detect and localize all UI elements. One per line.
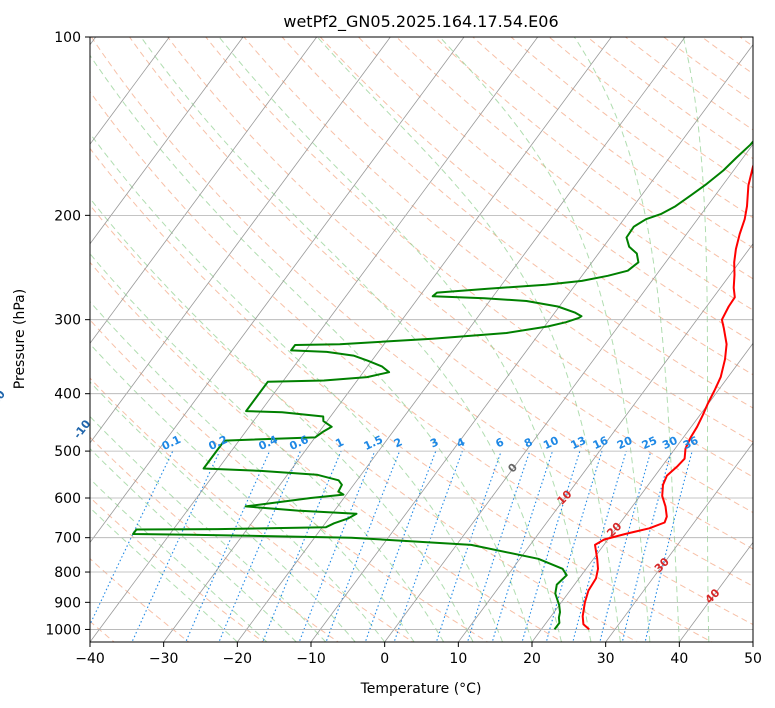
mixing-ratio-label: 25 bbox=[640, 434, 659, 452]
chart-title: wetPf2_GN05.2025.164.17.54.E06 bbox=[283, 12, 558, 32]
y-axis-label: Pressure (hPa) bbox=[12, 289, 28, 389]
mixing-ratio-line bbox=[545, 450, 603, 642]
x-tick-label: 0 bbox=[380, 651, 389, 667]
y-tick-label: 500 bbox=[54, 444, 81, 460]
mixing-ratio-label: 13 bbox=[569, 434, 588, 452]
temperature-line bbox=[581, 163, 753, 631]
isotherm-line bbox=[90, 37, 318, 345]
mixing-ratio-label: 16 bbox=[591, 434, 611, 452]
background-lines bbox=[90, 37, 753, 642]
moist-adiabat bbox=[90, 478, 268, 642]
x-tick-label: −30 bbox=[149, 651, 179, 667]
moist-adiabat bbox=[90, 343, 386, 642]
x-tick-label: −20 bbox=[223, 651, 253, 667]
moist-adiabat bbox=[140, 37, 562, 642]
moist-adiabat bbox=[573, 37, 680, 642]
moist-adiabat bbox=[90, 415, 327, 642]
mixing-ratio-line bbox=[521, 450, 581, 642]
mixing-ratio-line bbox=[644, 450, 693, 642]
y-tick-label: 600 bbox=[54, 491, 81, 507]
y-tick-label: 1000 bbox=[45, 622, 81, 638]
isotherm-line bbox=[384, 143, 753, 642]
y-tick-label: 200 bbox=[54, 208, 81, 224]
dry-adiabat bbox=[281, 37, 753, 409]
dry-adiabat bbox=[90, 37, 753, 587]
y-tick-label: 300 bbox=[54, 313, 81, 329]
y-tick-label: 700 bbox=[54, 531, 81, 547]
isotherm-line bbox=[163, 37, 612, 642]
line-labels: -100-90-80-70-60-50-40-30-20-100.10.20.4… bbox=[0, 388, 723, 607]
isotherm-line bbox=[457, 243, 753, 642]
mixing-ratio-line bbox=[325, 450, 401, 642]
mixing-ratio-line bbox=[621, 450, 672, 642]
dry-adiabat bbox=[90, 319, 489, 642]
mixing-ratio-line bbox=[599, 450, 652, 642]
mixing-ratio-line bbox=[572, 450, 627, 642]
x-tick-label: 10 bbox=[449, 651, 467, 667]
mixing-ratio-line bbox=[298, 450, 376, 642]
moist-adiabat bbox=[316, 37, 621, 642]
isotherm-line bbox=[90, 37, 244, 245]
dry-adiabat bbox=[167, 37, 753, 514]
moist-adiabat bbox=[90, 507, 238, 642]
dewpoint-line bbox=[132, 140, 753, 631]
isotherm-line bbox=[90, 37, 539, 642]
series-lines bbox=[132, 140, 753, 631]
dry-adiabat bbox=[319, 37, 753, 376]
moist-adiabat bbox=[90, 132, 503, 642]
isotherm-line bbox=[236, 37, 686, 642]
isotherm-line bbox=[310, 44, 753, 642]
plot-frame bbox=[89, 36, 754, 643]
x-tick-label: −40 bbox=[75, 651, 105, 667]
isotherm-line bbox=[90, 37, 465, 544]
moist-adiabat bbox=[90, 300, 415, 642]
mixing-ratio-line bbox=[435, 450, 502, 642]
mixing-ratio-label: 20 bbox=[615, 434, 635, 452]
isotherm-line bbox=[90, 37, 391, 444]
y-tick-label: 100 bbox=[54, 30, 81, 46]
mixing-ratio-label: 36 bbox=[681, 434, 701, 452]
y-tick-label: 800 bbox=[54, 565, 81, 581]
isotherm-line bbox=[531, 342, 753, 642]
x-tick-label: 50 bbox=[744, 651, 762, 667]
y-tick-label: 400 bbox=[54, 387, 81, 403]
moist-adiabat bbox=[682, 37, 710, 642]
x-tick-label: 20 bbox=[523, 651, 541, 667]
dry-adiabat-label: -20 bbox=[0, 388, 8, 412]
moist-adiabat bbox=[218, 37, 592, 642]
mixing-ratio-line bbox=[364, 450, 437, 642]
x-axis-label: Temperature (°C) bbox=[360, 681, 482, 697]
isotherm-line bbox=[605, 442, 753, 642]
mixing-ratio-line bbox=[491, 450, 554, 642]
mixing-ratio-label: 10 bbox=[541, 434, 561, 452]
axis-ticks: −40 −30 −20 −10 0 10 20 30 40 50 100 200 300 400 500 60… bbox=[45, 30, 762, 667]
moist-adiabat bbox=[439, 37, 651, 642]
y-tick-label: 900 bbox=[54, 595, 81, 611]
mixing-ratio-line bbox=[90, 450, 174, 626]
moist-adiabat bbox=[90, 447, 297, 642]
mixing-ratio-label: 30 bbox=[660, 434, 680, 452]
x-tick-label: 40 bbox=[670, 651, 688, 667]
moist-adiabat bbox=[90, 252, 445, 642]
x-tick-label: 30 bbox=[597, 651, 615, 667]
mixing-ratio-line bbox=[393, 450, 463, 642]
dry-adiabat bbox=[128, 37, 753, 550]
moist-adiabat bbox=[90, 381, 356, 642]
isotherm-line bbox=[90, 37, 170, 145]
x-tick-label: −10 bbox=[296, 651, 326, 667]
dry-adiabat bbox=[90, 147, 713, 642]
